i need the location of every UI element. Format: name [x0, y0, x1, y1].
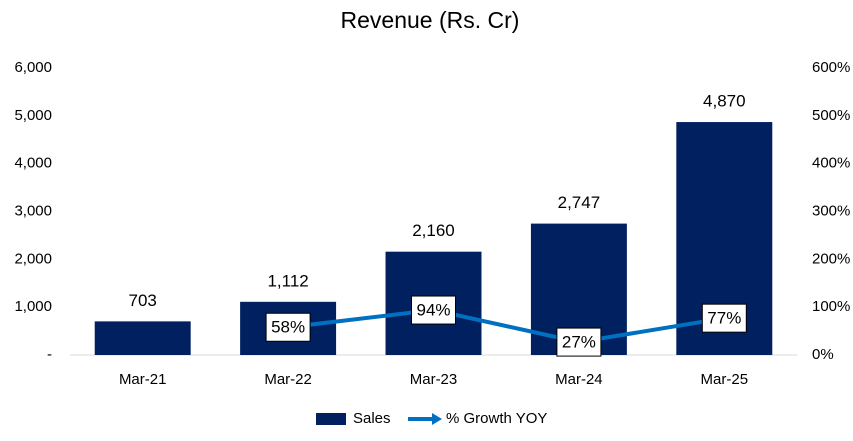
line-value-label: 27% [562, 333, 596, 352]
y-tick-label: 4,000 [14, 155, 52, 172]
legend-label: % Growth YOY [446, 410, 547, 427]
bar [94, 321, 191, 355]
bar-value-label: 703 [129, 291, 157, 310]
x-tick-label: Mar-24 [555, 371, 603, 388]
line-value-label: 58% [271, 318, 305, 337]
x-tick-label: Mar-21 [119, 371, 167, 388]
x-tick-label: Mar-22 [264, 371, 312, 388]
y2-tick-label: 400% [812, 155, 850, 172]
y-tick-label: - [47, 346, 52, 363]
y-tick-label: 3,000 [14, 202, 52, 219]
line-label-box [265, 312, 311, 342]
line-label-box [556, 327, 602, 357]
y-tick-label: 5,000 [14, 107, 52, 124]
line-value-label: 77% [707, 309, 741, 328]
y2-tick-label: 300% [812, 202, 850, 219]
x-tick-label: Mar-25 [701, 371, 749, 388]
y2-tick-label: 100% [812, 298, 850, 315]
line-label-box [411, 295, 456, 325]
y2-tick-label: 0% [812, 346, 834, 363]
line-label-box [701, 303, 747, 333]
chart-title: Revenue (Rs. Cr) [341, 7, 520, 33]
x-tick-label: Mar-23 [410, 371, 458, 388]
bar-value-label: 2,747 [558, 193, 601, 212]
y-tick-label: 2,000 [14, 250, 52, 267]
bar-value-label: 2,160 [412, 221, 455, 240]
y2-tick-label: 200% [812, 250, 850, 267]
y2-tick-label: 600% [812, 59, 850, 76]
legend-swatch [316, 413, 346, 425]
bar-value-label: 1,112 [267, 271, 308, 290]
line-value-label: 94% [416, 301, 450, 320]
bar-value-label: 4,870 [703, 92, 746, 111]
legend-arrow [432, 413, 442, 425]
y2-tick-label: 500% [812, 107, 850, 124]
y-tick-label: 1,000 [14, 298, 52, 315]
line [287, 308, 725, 345]
y-tick-label: 6,000 [14, 59, 52, 76]
legend-label: Sales [353, 410, 391, 427]
